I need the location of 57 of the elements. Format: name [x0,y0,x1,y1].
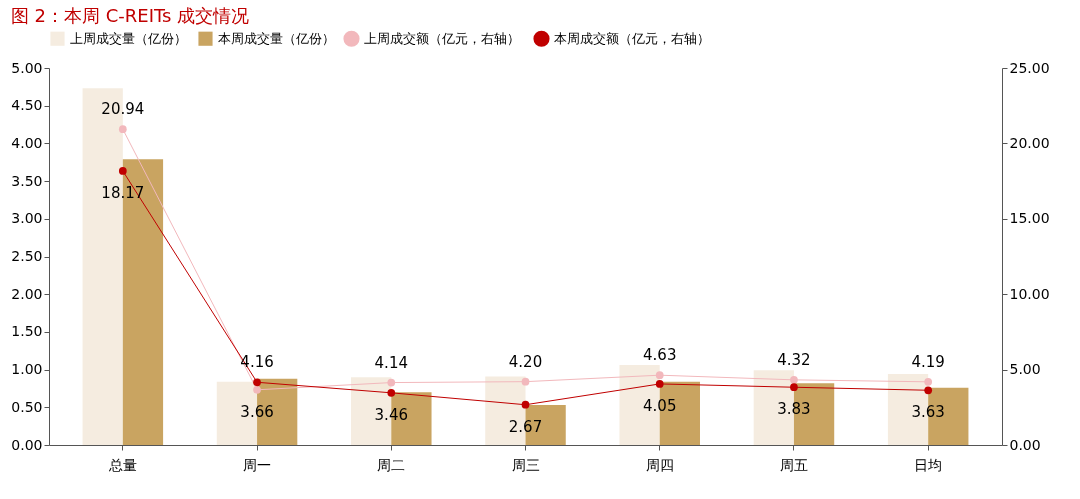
legend-label: 本周成交量（亿份） [218,30,335,46]
data-label: 3.46 [374,405,408,424]
x-tick-label: 日均 [914,456,943,473]
data-label: 4.32 [777,350,811,369]
x-tick-label: 周五 [779,456,808,473]
point [790,383,798,392]
point [924,386,933,395]
legend-label: 本周成交额（亿元，右轴） [554,30,710,46]
y2-tick-label: 0.00 [1009,436,1041,453]
data-label: 3.63 [911,403,945,422]
legend-label: 上周成交量（亿份） [70,30,187,46]
x-tick-label: 总量 [107,456,137,473]
y2-tick-label: 20.00 [1009,134,1050,151]
y-tick-label: 3.00 [11,210,43,227]
y-tick-label: 4.50 [11,97,43,114]
data-label: 2.67 [508,417,543,436]
y-tick-label: 5.00 [11,59,43,76]
data-label: 4.16 [240,353,274,372]
y2-tick-label: 10.00 [1009,285,1050,302]
data-label: 18.17 [101,184,145,202]
point [655,380,664,388]
y2-tick-label: 5.00 [1009,361,1041,378]
x-tick-label: 周一 [243,456,272,473]
x-tick-label: 周三 [511,456,540,473]
point [387,388,396,397]
point [118,167,127,175]
y2-tick-label: 25.00 [1009,59,1050,76]
point [521,400,530,409]
data-label: 4.63 [643,346,677,365]
data-label: 4.05 [643,396,677,415]
x-tick-label: 周二 [377,456,406,473]
point [253,378,261,387]
y-tick-label: 2.00 [11,285,43,302]
point [790,375,798,384]
data-label: 4.14 [374,353,408,372]
data-label: 3.66 [240,402,274,421]
y-tick-label: 1.50 [11,323,43,340]
y2-tick-label: 15.00 [1009,210,1050,227]
y-tick-label: 4.00 [11,134,43,151]
y-tick-label: 0.50 [11,398,43,415]
point [387,378,396,387]
point [253,385,261,394]
point [118,125,127,134]
chart-title: 图 2：本周 C-REITs 成交情况 [10,5,250,26]
legend-label: 上周成交额（亿元，右轴） [364,30,520,46]
data-label: 4.20 [508,352,543,371]
y-tick-label: 2.50 [11,248,43,264]
x-tick-label: 周四 [645,456,674,473]
y-tick-label: 3.50 [11,172,43,189]
data-label: 20.94 [101,100,145,119]
point [924,377,933,386]
data-label: 4.19 [911,352,945,371]
point [655,371,664,380]
y-tick-label: 1.00 [11,361,43,378]
data-label: 3.83 [777,400,811,419]
point [521,377,530,386]
y-tick-label: 0.00 [11,436,43,453]
